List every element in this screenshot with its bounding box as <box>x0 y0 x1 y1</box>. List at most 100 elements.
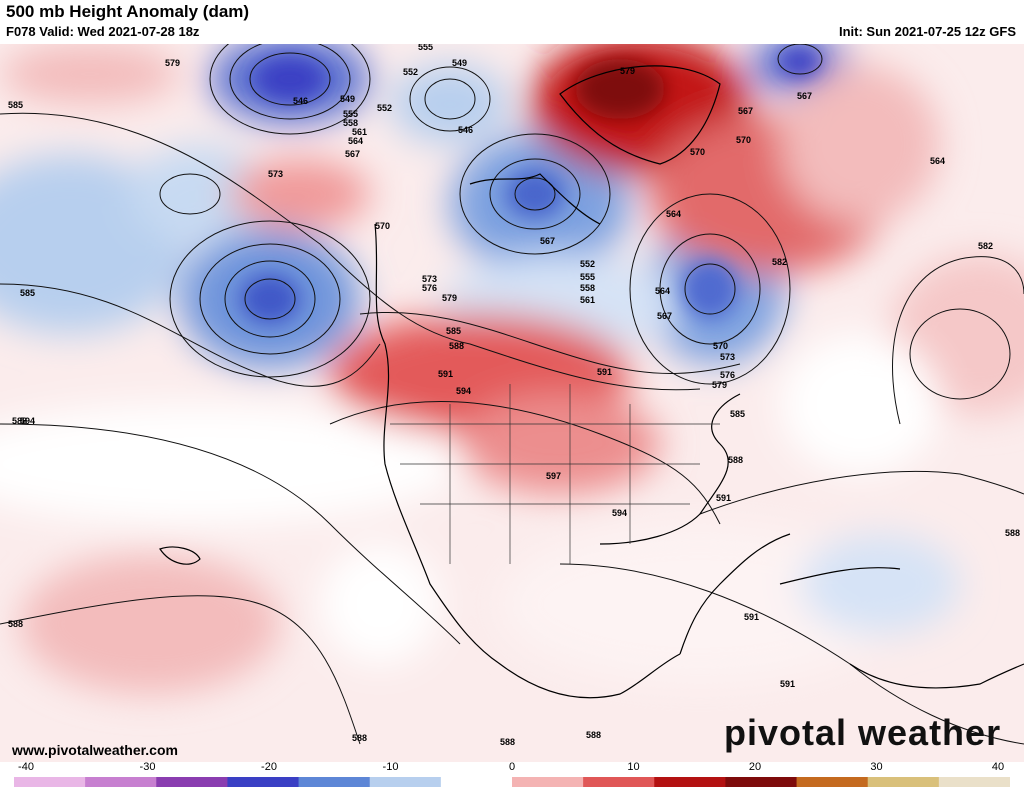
anomaly-core <box>240 274 300 324</box>
contour-label: 558 <box>343 118 358 128</box>
contour-label: 564 <box>930 156 945 166</box>
contour-label: 588 <box>728 455 743 465</box>
height-contour <box>209 44 371 135</box>
height-contour <box>244 278 296 320</box>
coastline <box>374 223 681 699</box>
contour-label: 555 <box>343 109 358 119</box>
contour-label: 585 <box>446 326 461 336</box>
color-scale-segment <box>796 777 869 787</box>
website-credit: www.pivotalweather.com <box>12 742 178 758</box>
anomaly-core <box>682 259 738 319</box>
contour-label: 570 <box>713 341 728 351</box>
color-scale-tick-label: 10 <box>627 761 640 773</box>
contour-label: 588 <box>8 619 23 629</box>
contour-label: 582 <box>978 241 993 251</box>
contour-label: 567 <box>540 236 555 246</box>
valid-time: F078 Valid: Wed 2021-07-28 18z <box>6 24 200 39</box>
height-contour <box>629 193 791 385</box>
contour-label: 564 <box>655 286 670 296</box>
contour-label: 594 <box>612 508 627 518</box>
coastline <box>159 546 201 565</box>
color-scale-tick-label: 0 <box>508 761 516 773</box>
color-scale-segment <box>14 777 86 787</box>
contour-label: 585 <box>8 100 23 110</box>
contour-label: 591 <box>744 612 759 622</box>
color-scale-tick-label: -30 <box>139 761 156 773</box>
height-contour <box>329 401 721 525</box>
anomaly-blob <box>800 534 960 634</box>
color-scale-tick-label: 20 <box>748 761 762 773</box>
contour-label: 585 <box>20 288 35 298</box>
height-contour <box>459 133 611 255</box>
contour-label: 567 <box>738 106 753 116</box>
coastline <box>849 663 1024 689</box>
contour-label: 552 <box>580 259 595 269</box>
contour-label: 591 <box>438 369 453 379</box>
height-contour <box>514 177 556 211</box>
height-contour <box>159 173 221 215</box>
contour-label: 588 <box>586 730 601 740</box>
contour-label: 567 <box>657 311 672 321</box>
coastline <box>559 65 721 165</box>
contour-label: 552 <box>403 67 418 77</box>
contour-label: 588 <box>12 416 27 426</box>
contour-label: 564 <box>666 209 681 219</box>
contour-label: 549 <box>340 94 355 104</box>
contour-label: 564 <box>348 136 363 146</box>
contour-label: 573 <box>720 352 735 362</box>
contour-label: 582 <box>772 257 787 267</box>
contour-label: 552 <box>377 103 392 113</box>
color-scale-segment <box>440 777 513 787</box>
contour-label: 567 <box>345 149 360 159</box>
contour-label: 579 <box>442 293 457 303</box>
color-scale-tick-label: 40 <box>991 761 1005 773</box>
contour-label: 591 <box>780 679 795 689</box>
anomaly-blob <box>780 334 940 474</box>
color-scale-segment <box>512 777 584 787</box>
color-scale-segment <box>938 777 1010 787</box>
contour-label: 561 <box>580 295 595 305</box>
coastline <box>599 393 741 545</box>
init-time: Init: Sun 2021-07-25 12z GFS <box>838 24 1016 39</box>
contour-label: 594 <box>456 386 471 396</box>
contour-label: 567 <box>797 91 812 101</box>
coastline <box>469 173 601 225</box>
anomaly-blob <box>0 44 180 104</box>
contour-label: 579 <box>712 380 727 390</box>
anomaly-blob <box>780 64 940 224</box>
color-scale-tick-label: 30 <box>870 761 883 773</box>
brand-logo: pivotal weather <box>724 712 1002 753</box>
coastline <box>679 533 791 655</box>
contour-label: 555 <box>580 272 595 282</box>
height-contour <box>489 158 581 230</box>
anomaly-map: 5795555495525465495525555585615645675735… <box>0 44 1024 762</box>
height-contour <box>199 243 341 355</box>
height-contour <box>659 233 761 345</box>
contour-label: 591 <box>597 367 612 377</box>
color-scale-tick-label: -20 <box>261 761 277 773</box>
color-scale-segment <box>85 777 157 787</box>
anomaly-blob <box>500 524 900 684</box>
contour-label: 588 <box>500 737 515 747</box>
height-contour <box>359 311 741 374</box>
color-scale-segment <box>867 777 940 787</box>
color-scale-segment <box>583 777 655 787</box>
color-scale-segment <box>227 777 300 787</box>
contour-label: 570 <box>736 135 751 145</box>
anomaly-blob <box>230 159 370 229</box>
height-contour <box>229 44 351 120</box>
color-scale-tick-label: -10 <box>382 761 399 773</box>
height-contour <box>0 423 461 645</box>
anomaly-blob <box>320 544 440 664</box>
height-contour <box>224 260 316 338</box>
map-title: 500 mb Height Anomaly (dam) <box>6 2 250 21</box>
height-contour <box>249 52 331 106</box>
contour-label: 579 <box>165 58 180 68</box>
height-contour <box>0 595 361 745</box>
height-contour <box>0 283 381 387</box>
color-scale-segment <box>725 777 798 787</box>
color-scale-tick-label: -40 <box>18 761 34 773</box>
anomaly-blob <box>390 64 510 144</box>
color-scale-segment <box>298 777 371 787</box>
contour-label: 570 <box>690 147 705 157</box>
